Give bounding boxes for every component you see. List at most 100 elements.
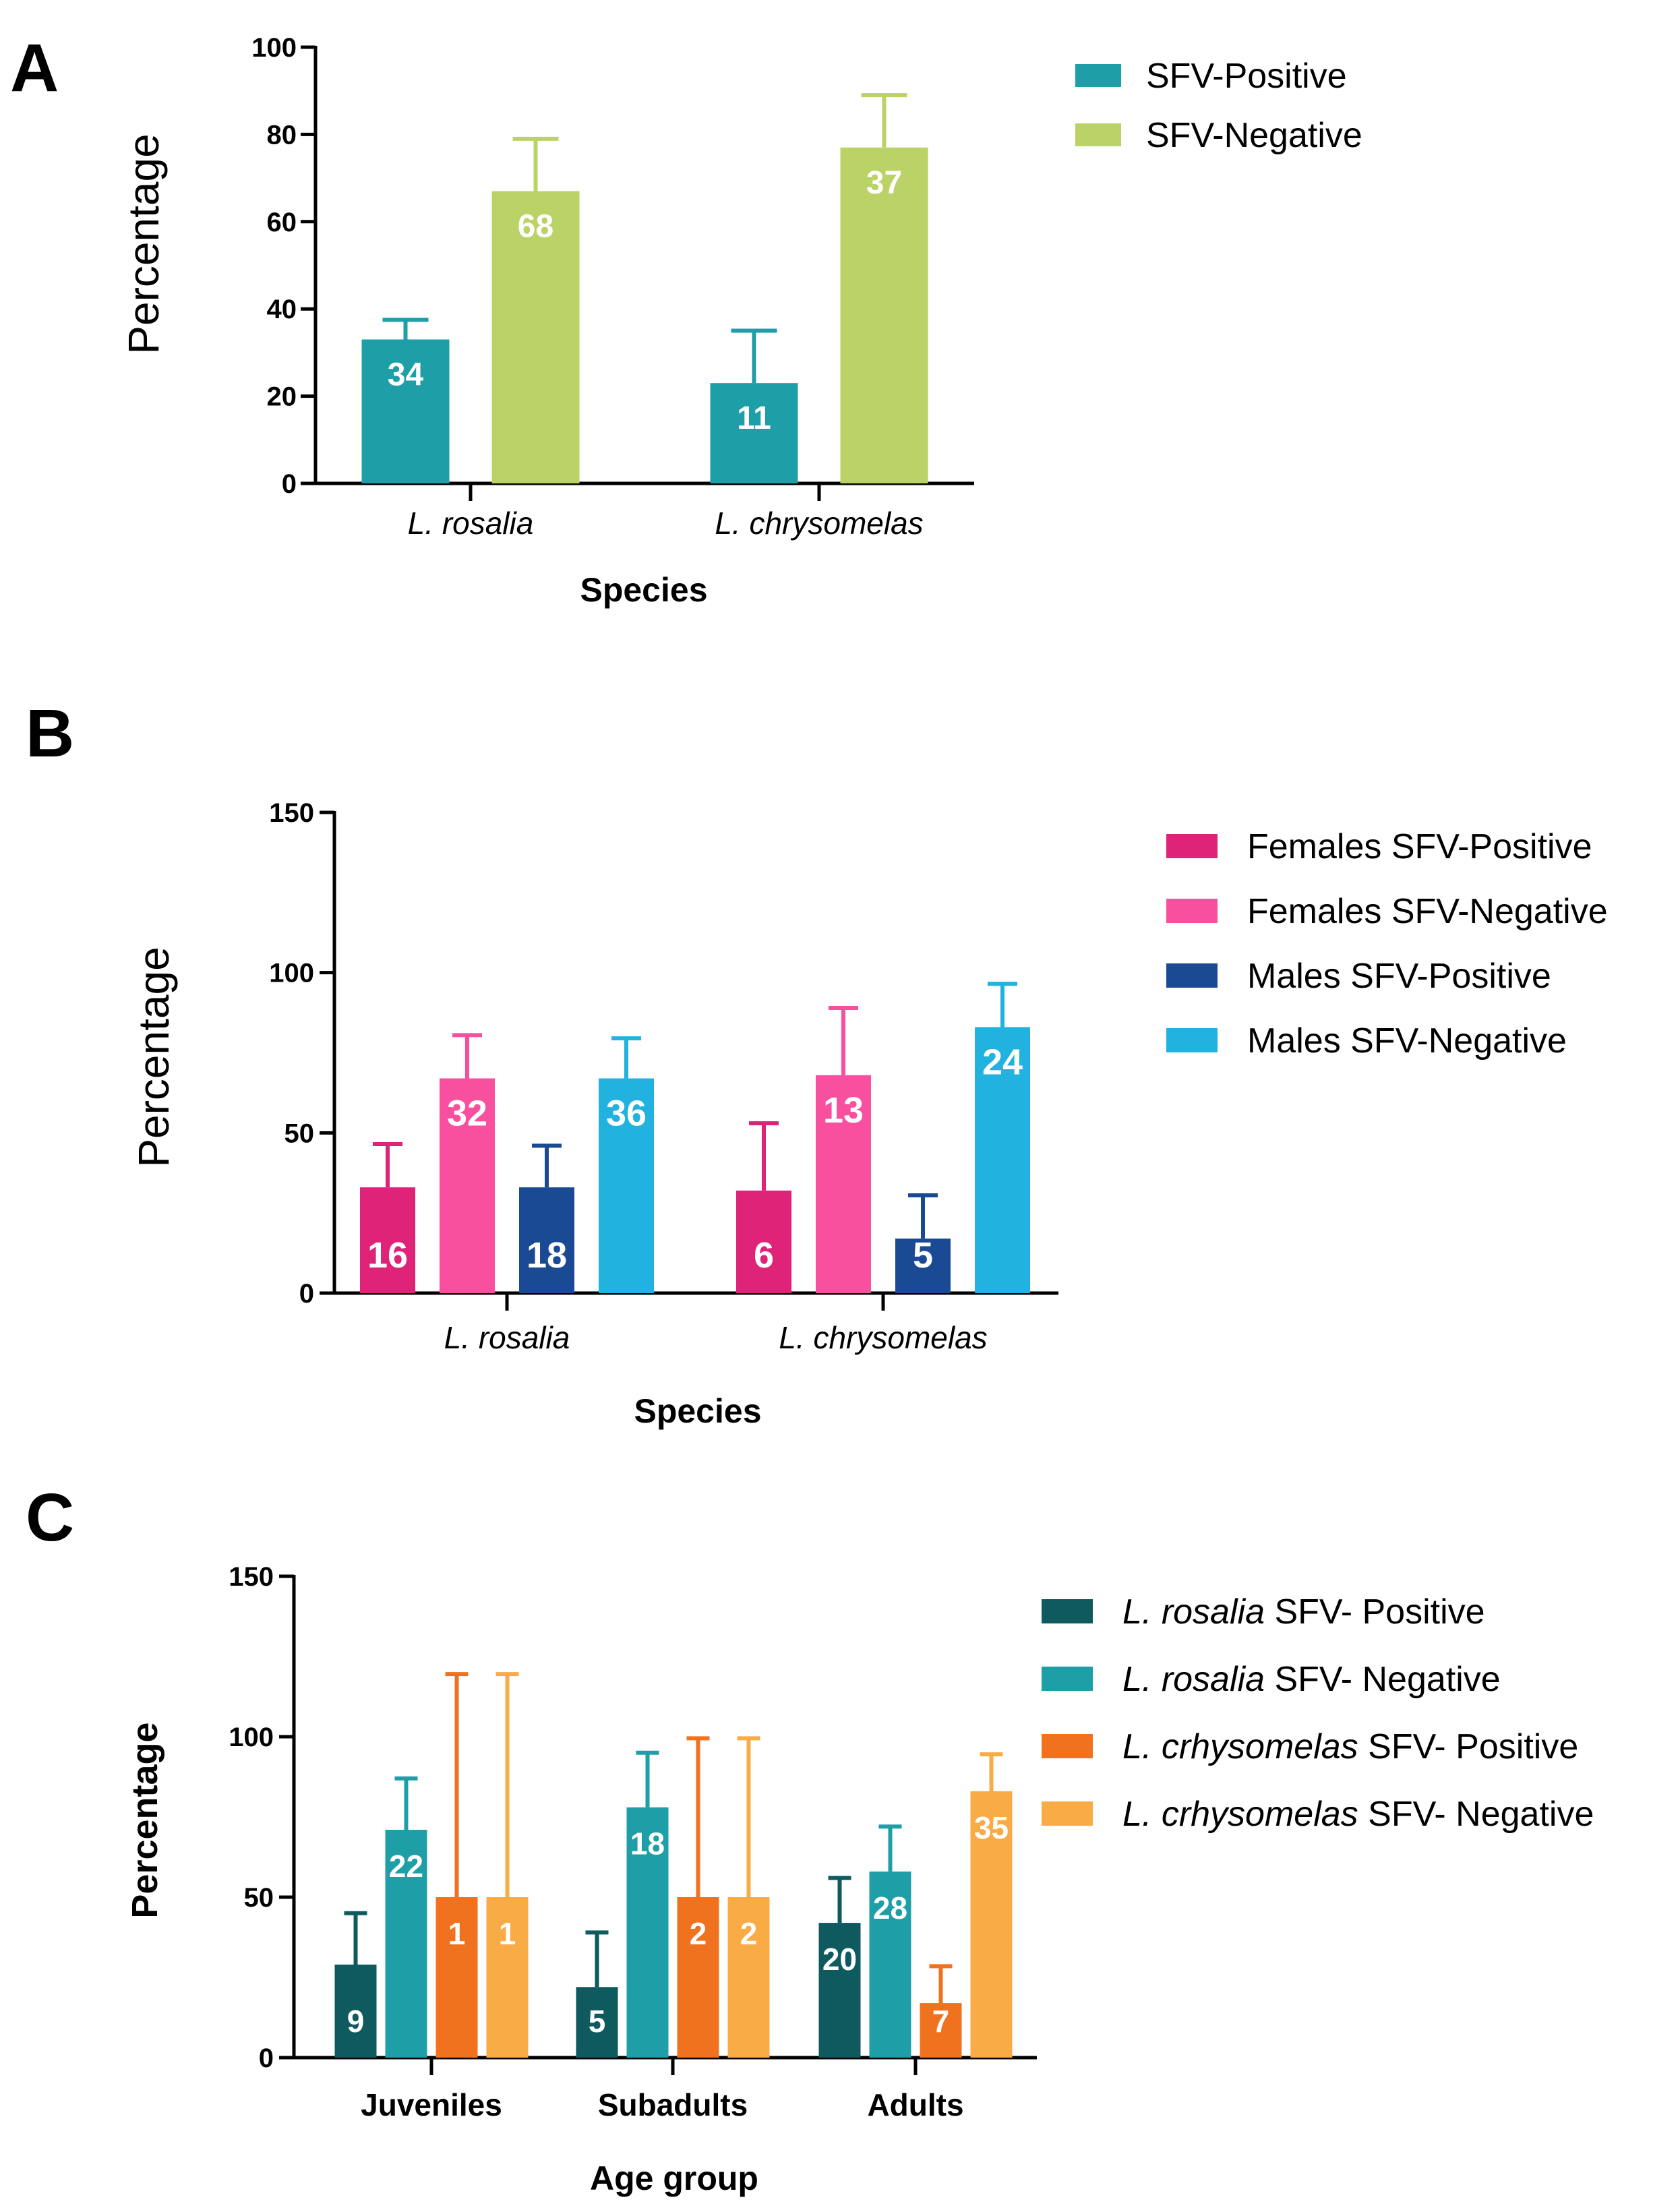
y-tick-label: 40 bbox=[267, 295, 297, 324]
legend-label-status: SFV- Positive bbox=[1358, 1727, 1579, 1766]
bar-count-label: 13 bbox=[823, 1090, 864, 1131]
legend-label: L. crhysomelas SFV- Positive bbox=[1122, 1727, 1578, 1766]
bar-count-label: 2 bbox=[740, 1916, 758, 1951]
bar-count-label: 18 bbox=[527, 1235, 567, 1276]
legend-swatch bbox=[1166, 1028, 1218, 1052]
category-label: Subadults bbox=[598, 2087, 748, 2122]
bar-count-label: 68 bbox=[518, 209, 553, 245]
bar bbox=[869, 1871, 911, 2058]
bar-count-label: 1 bbox=[499, 1916, 516, 1951]
y-tick-label: 80 bbox=[267, 120, 297, 150]
bar bbox=[334, 1964, 377, 2058]
bar-count-label: 2 bbox=[690, 1916, 707, 1951]
y-tick-label: 50 bbox=[284, 1118, 315, 1148]
legend-swatch bbox=[1166, 899, 1218, 923]
bar bbox=[361, 339, 450, 483]
legend: SFV-Positive SFV-Negative bbox=[1075, 57, 1362, 155]
legend-label: Females SFV-Positive bbox=[1247, 827, 1592, 866]
bar-count-label: 6 bbox=[754, 1235, 774, 1276]
category-label: Adults bbox=[867, 2087, 963, 2122]
bar-count-label: 35 bbox=[974, 1810, 1009, 1845]
bar-count-label: 32 bbox=[447, 1094, 487, 1134]
bar bbox=[576, 1987, 618, 2058]
legend-swatch bbox=[1042, 1599, 1093, 1623]
bar-count-label: 9 bbox=[347, 2004, 365, 2039]
bar bbox=[920, 2003, 962, 2058]
bar bbox=[626, 1807, 669, 2058]
legend-swatch bbox=[1042, 1667, 1093, 1691]
bar bbox=[727, 1897, 770, 2058]
category-label: L. rosalia bbox=[408, 506, 534, 541]
y-tick-label: 100 bbox=[229, 1723, 274, 1752]
y-tick-label: 60 bbox=[267, 208, 297, 237]
legend-label-species: L. crhysomelas bbox=[1122, 1795, 1358, 1834]
bar-count-label: 22 bbox=[389, 1849, 423, 1884]
bar bbox=[677, 1897, 719, 2058]
panel-a: A 0 20 40 60 80 100 Percentage Species L. rosalia… bbox=[10, 30, 1362, 609]
legend-label: SFV-Positive bbox=[1146, 57, 1347, 96]
legend-label: SFV-Negative bbox=[1146, 116, 1362, 155]
x-axis-title: Age group bbox=[590, 2159, 758, 2197]
bar bbox=[486, 1897, 529, 2058]
legend-label: L. rosalia SFV- Positive bbox=[1122, 1592, 1485, 1632]
y-axis-title: Percentage bbox=[125, 1722, 165, 1918]
legend-label-status: SFV- Positive bbox=[1265, 1592, 1485, 1632]
panel-letter: C bbox=[26, 1480, 74, 1555]
legend-label-status: SFV- Negative bbox=[1358, 1795, 1594, 1834]
bar bbox=[385, 1830, 427, 2058]
bar bbox=[519, 1187, 574, 1293]
bar bbox=[360, 1187, 415, 1293]
bar bbox=[710, 383, 798, 483]
y-axis-title: Percentage bbox=[129, 947, 178, 1167]
bar bbox=[816, 1075, 871, 1293]
legend-label: Males SFV-Negative bbox=[1247, 1021, 1567, 1061]
y-tick-label: 100 bbox=[251, 33, 297, 63]
bar-count-label: 16 bbox=[367, 1235, 408, 1276]
bar-count-label: 28 bbox=[873, 1890, 907, 1925]
y-tick-label: 150 bbox=[229, 1562, 274, 1592]
bar bbox=[895, 1238, 951, 1293]
y-axis-title: Percentage bbox=[119, 133, 168, 354]
bar-count-label: 37 bbox=[866, 165, 902, 201]
bar bbox=[818, 1923, 861, 2058]
bar-count-label: 5 bbox=[589, 2004, 606, 2039]
legend-swatch bbox=[1166, 963, 1218, 988]
panel-c: C 0 50 100 150 Percentage Age group Juveniles 9 2… bbox=[26, 1480, 1594, 2197]
bar-count-label: 7 bbox=[932, 2004, 950, 2039]
category-label: L. rosalia bbox=[444, 1320, 570, 1355]
bar-count-label: 5 bbox=[913, 1235, 933, 1276]
legend-label-species: L. rosalia bbox=[1122, 1660, 1265, 1699]
bar-count-label: 36 bbox=[606, 1094, 647, 1134]
bar-count-label: 24 bbox=[982, 1042, 1023, 1082]
x-axis-title: Species bbox=[634, 1392, 761, 1430]
legend-label: L. crhysomelas SFV- Negative bbox=[1122, 1795, 1594, 1834]
y-tick-label: 0 bbox=[282, 469, 297, 499]
category-label: L. chrysomelas bbox=[779, 1320, 987, 1355]
bar-count-label: 11 bbox=[737, 400, 771, 436]
y-tick-label: 50 bbox=[244, 1883, 274, 1913]
panel-letter: A bbox=[10, 30, 59, 106]
legend-label: Females SFV-Negative bbox=[1247, 892, 1608, 931]
legend-swatch bbox=[1042, 1801, 1093, 1826]
bar bbox=[970, 1791, 1013, 2058]
legend: Females SFV-Positive Females SFV-Negative… bbox=[1166, 827, 1608, 1061]
bar bbox=[840, 147, 928, 483]
y-tick-label: 150 bbox=[269, 798, 314, 828]
legend-swatch bbox=[1075, 64, 1121, 87]
legend-swatch bbox=[1166, 834, 1218, 858]
legend-label-species: L. crhysomelas bbox=[1122, 1727, 1358, 1766]
bar bbox=[440, 1078, 495, 1293]
legend-label: Males SFV-Positive bbox=[1247, 957, 1551, 996]
category-label: L. chrysomelas bbox=[715, 506, 923, 541]
legend-swatch bbox=[1075, 123, 1121, 146]
panel-b: B 0 50 100 150 Percentage Species L. rosalia 16 3… bbox=[26, 696, 1608, 1430]
bar bbox=[975, 1027, 1030, 1293]
legend-label: L. rosalia SFV- Negative bbox=[1122, 1660, 1501, 1699]
bar-count-label: 1 bbox=[448, 1916, 466, 1951]
legend-swatch bbox=[1042, 1734, 1093, 1758]
y-tick-label: 0 bbox=[259, 2043, 274, 2073]
bar-count-label: 20 bbox=[822, 1942, 857, 1977]
bar bbox=[599, 1078, 654, 1293]
legend-label-status: SFV- Negative bbox=[1265, 1660, 1501, 1699]
